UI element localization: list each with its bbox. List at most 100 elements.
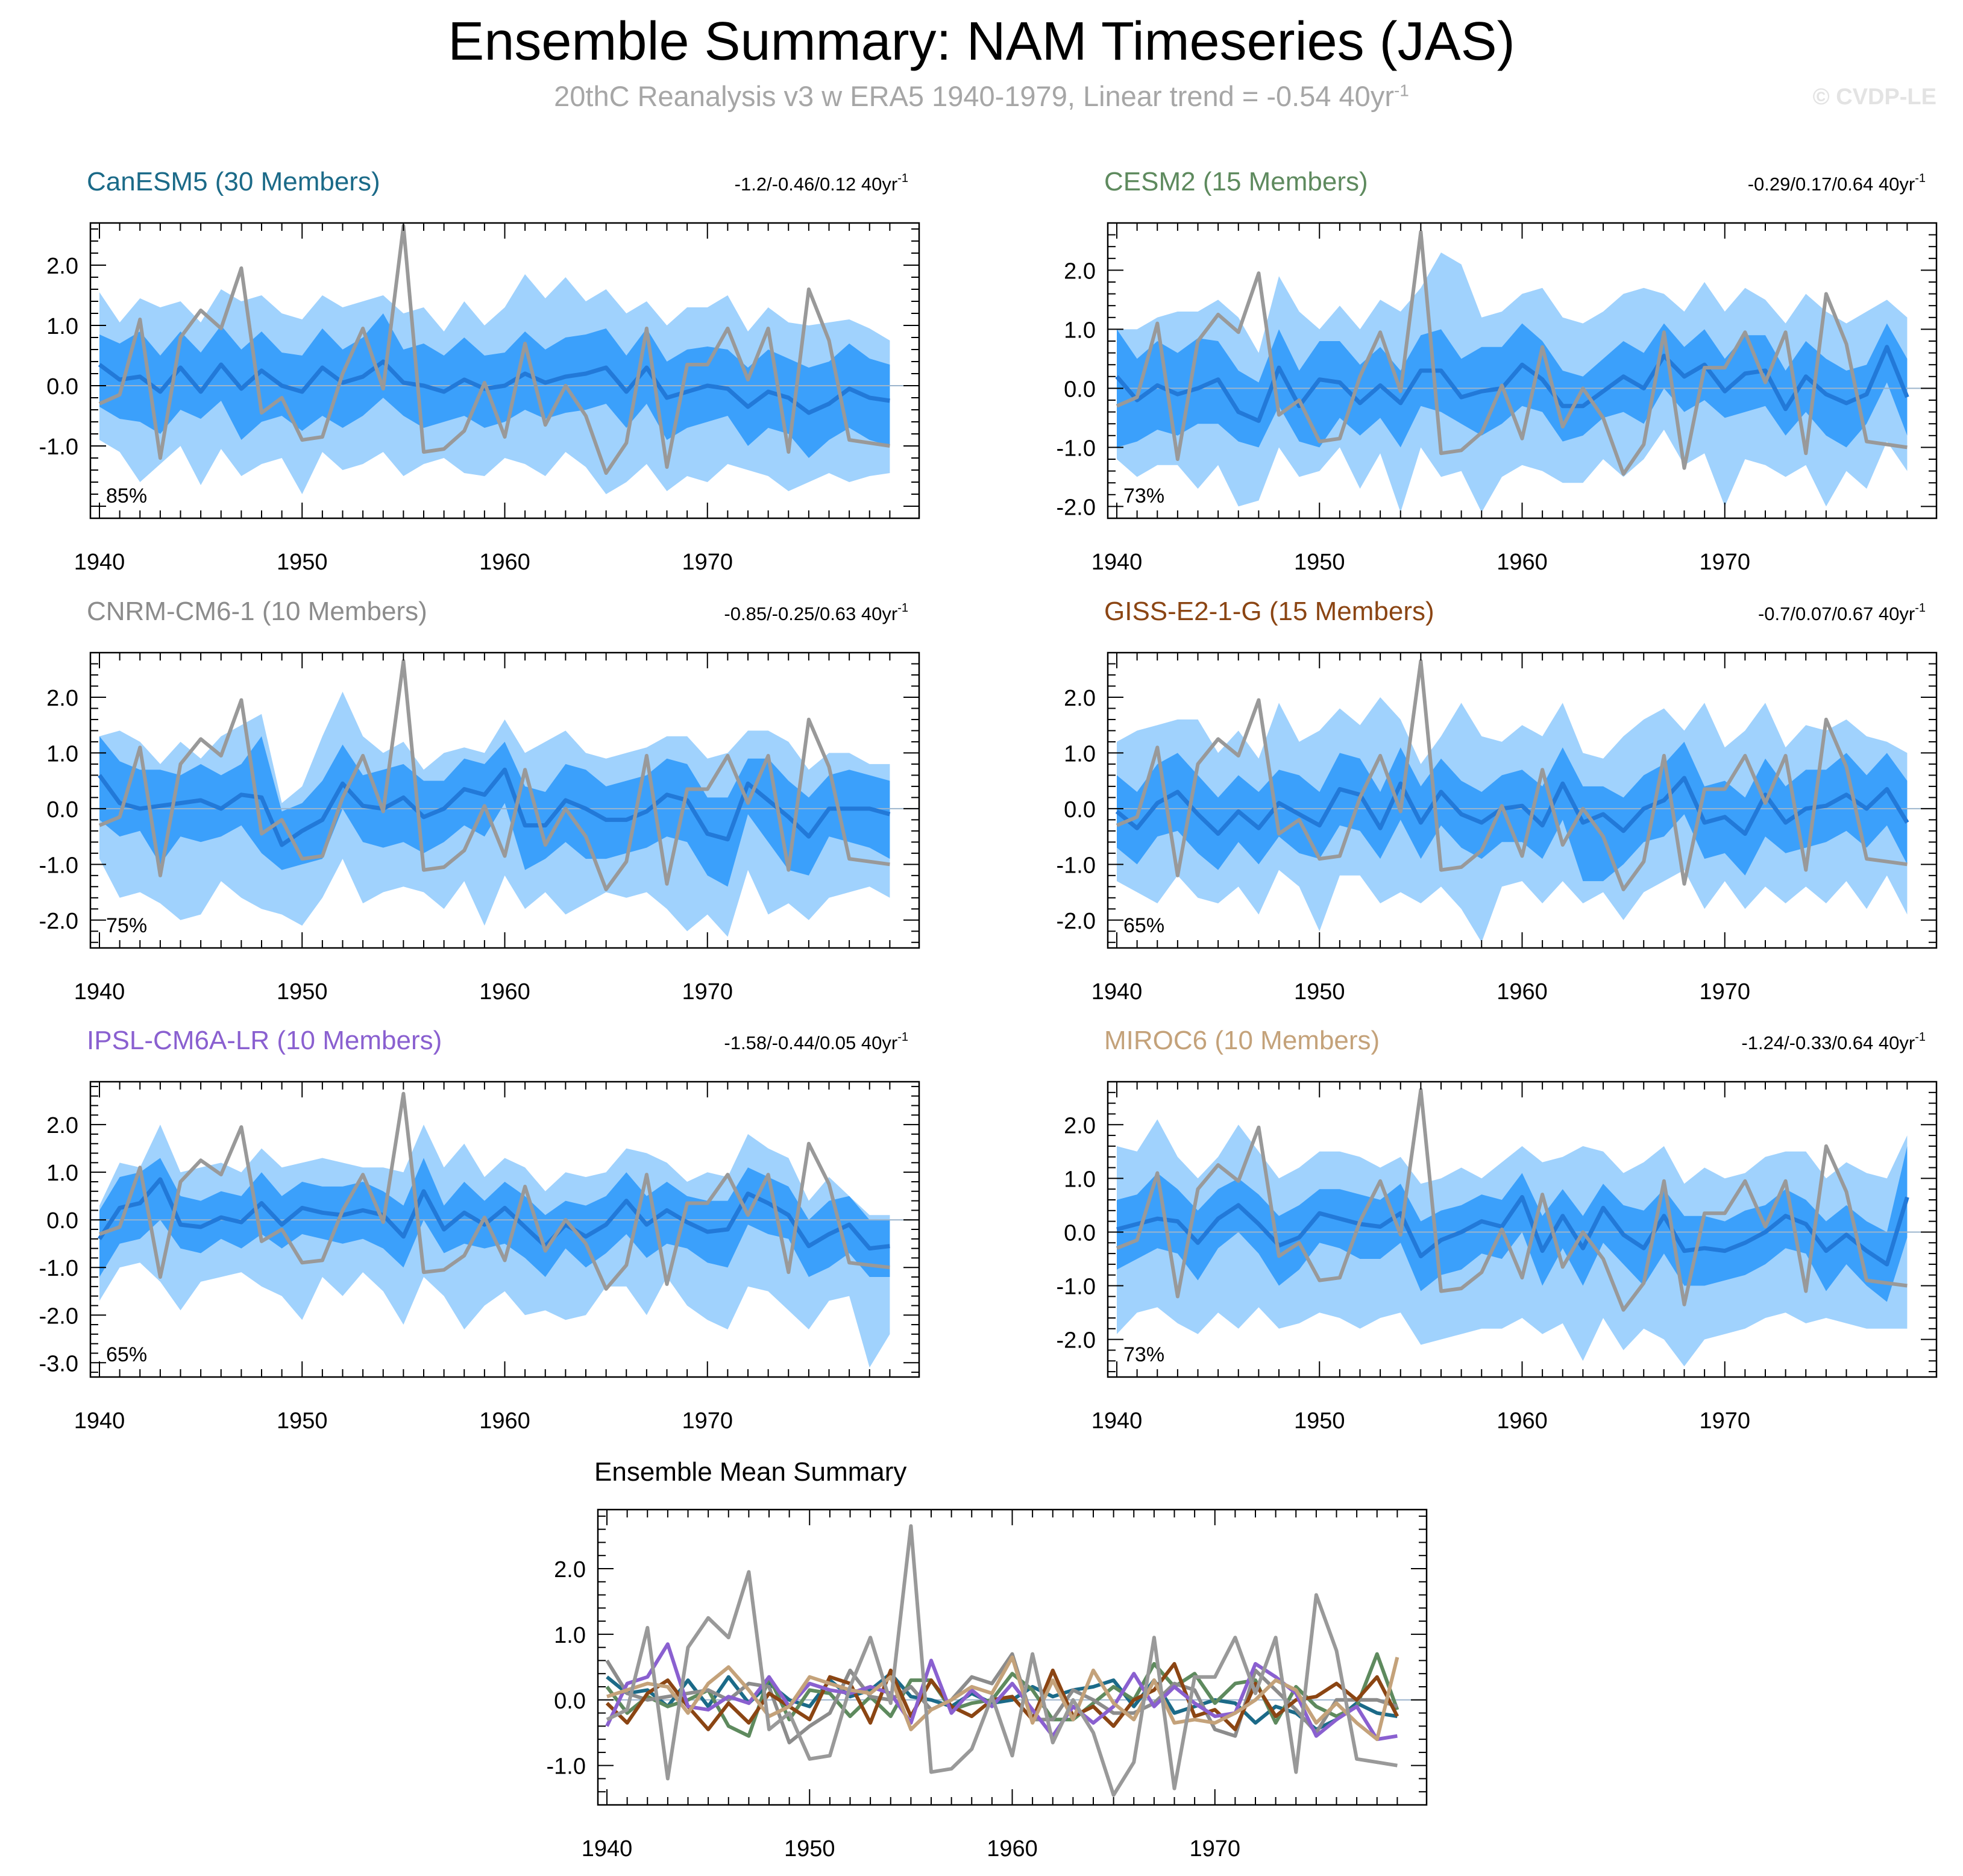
trend-superscript: -1 [1915,172,1926,185]
x-tick-label: 1950 [277,1408,328,1434]
y-tick-label: 2.0 [46,686,78,711]
percent-label: 73% [1123,1343,1164,1366]
x-tick-label: 1970 [682,979,733,1005]
x-tick-label: 1950 [277,979,328,1005]
y-tick-label: 2.0 [1064,259,1096,284]
subtitle-text: 20thC Reanalysis v3 w ERA5 1940-1979, Li… [554,80,1394,112]
panel-miroc6: -2.0 -1.0 0.0 1.0 2.0 1940 1950 1960 1970 MIROC6 … [1057,1026,1938,1434]
x-tick-label: 1940 [582,1836,633,1862]
y-tick-label: 1.0 [1064,1167,1096,1192]
observed-line [98,1091,890,1291]
y-tick-label: 0.0 [46,797,78,823]
y-tick-label: -1.0 [1057,1275,1096,1300]
y-tick-label: -2.0 [1057,909,1096,934]
trend-superscript: -1 [897,172,908,185]
percent-label: 65% [106,1343,147,1366]
x-tick-label: 1950 [784,1836,835,1862]
y-tick-label: 0.0 [46,1208,78,1234]
inner-spread-band [1117,323,1908,448]
trend-value: -1.2/-0.46/0.12 40yr [735,174,898,195]
series-line-giss-e2-1-g [605,1661,1399,1731]
x-tick-label: 1940 [1091,550,1143,575]
trend-value: -0.85/-0.25/0.63 40yr [724,603,897,624]
percent-label: 75% [106,914,147,937]
x-tick-label: 1950 [1294,550,1345,575]
ensemble-mean-line [1116,1195,1909,1267]
model-title: CNRM-CM6-1 (10 Members) [87,597,427,626]
y-tick-label: -2.0 [1057,495,1096,520]
trend-label: -1.58/-0.44/0.05 40yr-1 [724,1031,908,1053]
percent-label: 73% [1123,485,1164,507]
trend-superscript: -1 [1915,601,1926,615]
y-tick-label: -1.0 [39,853,78,878]
y-tick-label: 0.0 [46,374,78,400]
x-tick-label: 1940 [74,979,125,1005]
observed-line [1116,659,1908,891]
page-title: Ensemble Summary: NAM Timeseries (JAS) [448,11,1515,72]
trend-label: -0.85/-0.25/0.63 40yr-1 [724,601,908,624]
observed-line [1116,1088,1908,1312]
observed-line [98,659,890,891]
x-tick-label: 1940 [74,1408,125,1434]
watermark: © CVDP-LE [1812,84,1936,110]
inner-spread-band [1117,1146,1908,1302]
panel-giss: -2.0 -1.0 0.0 1.0 2.0 1940 1950 1960 1970 GISS-E2… [1057,597,1938,1005]
y-tick-label: -1.0 [39,434,78,460]
y-tick-label: 1.0 [46,314,78,339]
x-tick-label: 1950 [277,550,328,575]
y-tick-label: 1.0 [1064,318,1096,343]
model-title: CanESM5 (30 Members) [87,167,380,196]
ensemble-mean-line [1115,776,1909,836]
y-tick-label: 2.0 [46,254,78,279]
x-tick-label: 1960 [1497,550,1548,575]
ensemble-mean-line [1115,345,1909,423]
y-tick-label: 2.0 [46,1113,78,1138]
y-tick-label: 0.0 [1064,377,1096,402]
y-tick-label: 0.0 [1064,797,1096,823]
panel-cnrm: -2.0 -1.0 0.0 1.0 2.0 1940 1950 1960 1970 CNRM-CM… [39,597,920,1005]
y-tick-label: -1.0 [1057,853,1096,878]
model-title: MIROC6 (10 Members) [1104,1026,1380,1055]
trend-superscript: -1 [1915,1031,1926,1044]
x-tick-label: 1940 [1091,1408,1143,1434]
percent-label: 65% [1123,914,1164,937]
x-tick-label: 1970 [682,1408,733,1434]
y-tick-label: 2.0 [1064,686,1096,711]
y-tick-label: 0.0 [554,1689,586,1714]
x-tick-label: 1970 [1699,1408,1750,1434]
y-tick-label: -1.0 [547,1754,586,1780]
y-tick-label: -3.0 [39,1351,78,1376]
panel-summary: -1.0 0.0 1.0 2.0 1940 1950 1960 1970 Ensemble Me… [547,1457,1428,1862]
y-tick-label: -2.0 [39,1303,78,1329]
x-tick-label: 1960 [1497,1408,1548,1434]
y-tick-label: -1.0 [39,1256,78,1281]
page-subtitle: 20thC Reanalysis v3 w ERA5 1940-1979, Li… [0,80,1963,113]
trend-superscript: -1 [897,1031,908,1044]
trend-value: -1.24/-0.33/0.64 40yr [1741,1032,1915,1053]
model-title: CESM2 (15 Members) [1104,167,1368,196]
y-tick-label: 0.0 [1064,1220,1096,1246]
x-tick-label: 1970 [682,550,733,575]
x-tick-label: 1970 [1699,979,1750,1005]
y-tick-label: 2.0 [1064,1113,1096,1138]
panel-canesm5: -1.0 0.0 1.0 2.0 1940 1950 1960 1970 CanESM5 (30… [39,167,920,575]
subtitle-superscript: -1 [1393,81,1409,100]
y-tick-label: -1.0 [1057,436,1096,461]
trend-label: -1.2/-0.46/0.12 40yr-1 [735,172,908,195]
model-title: IPSL-CM6A-LR (10 Members) [87,1026,442,1055]
x-tick-label: 1960 [1497,979,1548,1005]
trend-superscript: -1 [897,601,908,615]
x-tick-label: 1940 [74,550,125,575]
trend-label: -0.29/0.17/0.64 40yr-1 [1748,172,1926,195]
panel-ipsl: -3.0 -2.0 -1.0 0.0 1.0 2.0 1940 1950 1960 1970 IPS… [39,1026,920,1434]
model-title: GISS-E2-1-G (15 Members) [1104,597,1434,626]
x-tick-label: 1950 [1294,979,1345,1005]
series-line-miroc6 [606,1655,1399,1742]
x-tick-label: 1950 [1294,1408,1345,1434]
x-tick-label: 1940 [1091,979,1143,1005]
y-tick-label: 2.0 [554,1557,586,1583]
trend-value: -0.7/0.07/0.67 40yr [1758,603,1915,624]
trend-value: -1.58/-0.44/0.05 40yr [724,1032,897,1053]
trend-label: -0.7/0.07/0.67 40yr-1 [1758,601,1926,624]
y-tick-label: 1.0 [1064,741,1096,767]
